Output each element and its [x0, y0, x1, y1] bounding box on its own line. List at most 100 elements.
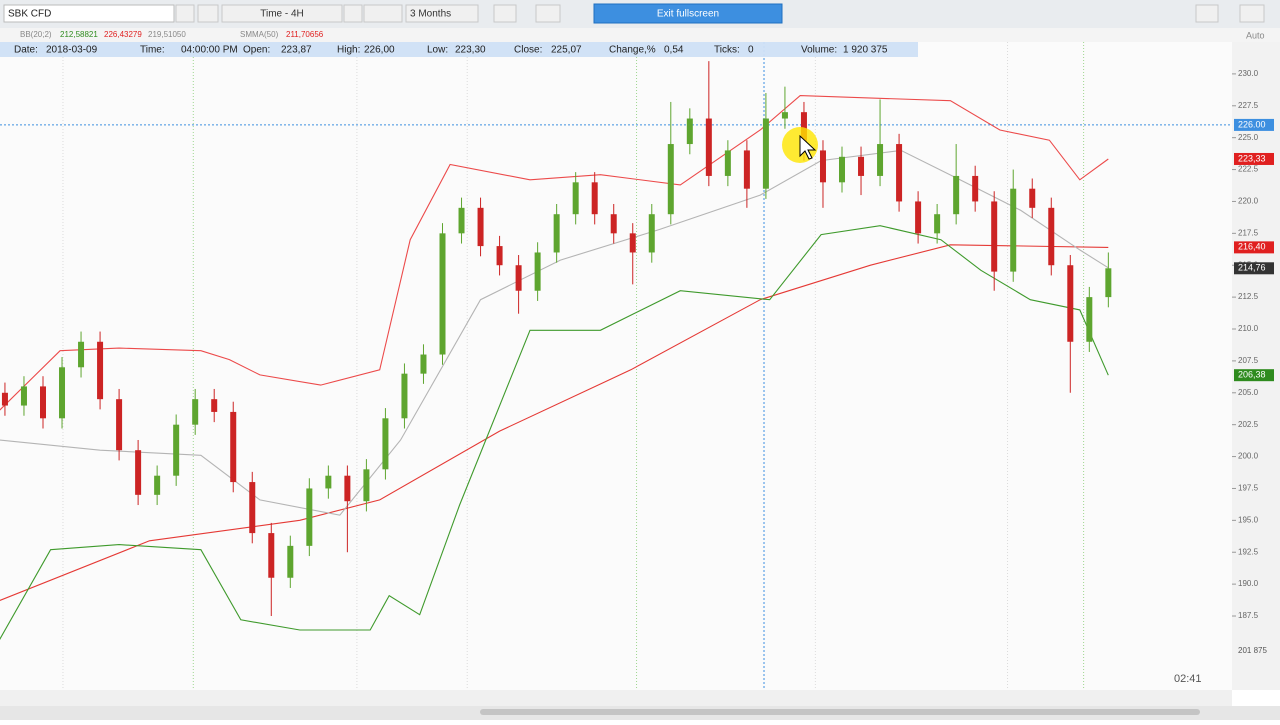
info-value: 0,54: [664, 45, 684, 56]
list-button[interactable]: [175, 4, 195, 23]
candle-body: [39, 386, 46, 419]
candle-body: [515, 265, 522, 291]
info-value: 225,07: [551, 45, 582, 56]
info-value: 223,30: [455, 45, 486, 56]
candle-body: [991, 201, 998, 272]
candle-body: [458, 207, 465, 234]
price-tag: [1234, 262, 1274, 275]
y-tick-label: 197.5: [1238, 484, 1259, 493]
candle-body: [934, 214, 941, 234]
y-tick-label: 217.5: [1238, 228, 1259, 237]
info-value: 0: [748, 45, 754, 56]
crosshair-y-tag: [1234, 118, 1274, 131]
price-tag: [1234, 369, 1274, 382]
plot-area: [0, 42, 1232, 690]
menu-button[interactable]: [1239, 4, 1265, 23]
info-label: Close:: [514, 45, 542, 56]
candle-body: [1010, 188, 1017, 272]
candle-body: [591, 182, 598, 215]
scroll-thumb[interactable]: [480, 709, 1200, 715]
settings-button[interactable]: [343, 4, 363, 23]
candle-body: [439, 233, 446, 355]
bb-mid: 219,51050: [148, 30, 186, 39]
candle-body: [553, 214, 560, 253]
candle-body: [724, 150, 731, 176]
candle-body: [819, 150, 826, 183]
y-tick-label: 225.0: [1238, 133, 1259, 142]
indicator-button[interactable]: [535, 4, 561, 23]
candle-body: [1, 392, 8, 406]
timeframe: Time - 4H: [260, 9, 304, 20]
y-tick-label: 220.0: [1238, 197, 1259, 206]
candle-body: [344, 475, 351, 502]
candle-body: [705, 118, 712, 176]
candle-body: [59, 367, 66, 419]
date-axis: [0, 690, 1232, 706]
indicator-line: [0, 95, 1109, 411]
candle-body: [230, 411, 237, 483]
candle-body: [78, 341, 85, 368]
price-axis: [1232, 42, 1280, 690]
candle-body: [839, 156, 846, 183]
candle-body: [477, 207, 484, 247]
bb-name: BB(20;2): [20, 30, 52, 39]
chart-type-button[interactable]: [363, 4, 403, 23]
crosshair-y-label: 226.00: [1238, 119, 1266, 129]
indicator-bar: [0, 28, 1280, 42]
info-label: Date:: [14, 45, 38, 56]
candle-body: [363, 469, 370, 502]
window-button[interactable]: [197, 4, 219, 23]
candle-body: [572, 182, 579, 215]
price-tag-label: 214,76: [1238, 263, 1266, 273]
candle-body: [896, 144, 903, 202]
timeframe-button[interactable]: [221, 4, 343, 23]
y-tick-label: 195.0: [1238, 515, 1259, 524]
candle-body: [420, 354, 427, 374]
candle-body: [1029, 188, 1036, 208]
candle-body: [743, 150, 750, 189]
info-label: Open:: [243, 45, 270, 56]
candle-body: [154, 475, 161, 495]
info-bar: [0, 42, 918, 57]
candle-body: [401, 373, 408, 419]
candle-body: [496, 246, 503, 266]
candle-body: [781, 112, 788, 119]
candle-body: [972, 175, 979, 202]
exit-fullscreen: Exit fullscreen: [657, 9, 719, 20]
candle-body: [173, 424, 180, 476]
candle-body: [1105, 268, 1112, 298]
info-label: Volume:: [801, 45, 837, 56]
info-value: 2018-03-09: [46, 45, 98, 56]
y-tick-label: 192.5: [1238, 547, 1259, 556]
candle-body: [648, 214, 655, 253]
draw-button[interactable]: [493, 4, 517, 23]
y-tick-label: 212.5: [1238, 292, 1259, 301]
candle-body: [97, 341, 104, 400]
symbol-input[interactable]: [3, 4, 175, 23]
candle-body: [116, 399, 123, 451]
candle-body: [325, 475, 332, 489]
candle-body: [686, 118, 693, 145]
smma-name: SMMA(50): [240, 30, 279, 39]
info-label: Time:: [140, 45, 165, 56]
candle-body: [382, 418, 389, 470]
info-value: 226,00: [364, 45, 395, 56]
volume-label: 201 875: [1238, 646, 1267, 655]
candle-body: [915, 201, 922, 234]
candle-body: [1086, 297, 1093, 342]
price-tag-label: 223,33: [1238, 153, 1266, 163]
exit-fullscreen-button[interactable]: [593, 3, 783, 24]
range-button[interactable]: [405, 4, 479, 23]
candle-body: [287, 545, 294, 578]
y-tick-label: 205.0: [1238, 388, 1259, 397]
candle-body: [135, 450, 142, 495]
window-button[interactable]: [1195, 4, 1219, 23]
y-tick-label: 210.0: [1238, 324, 1259, 333]
range: 3 Months: [410, 9, 451, 20]
symbol: SBK CFD: [8, 9, 51, 20]
info-label: Ticks:: [714, 45, 740, 56]
y-tick-label: 222.5: [1238, 165, 1259, 174]
price-tag: [1234, 241, 1274, 254]
candle-body: [268, 533, 275, 578]
